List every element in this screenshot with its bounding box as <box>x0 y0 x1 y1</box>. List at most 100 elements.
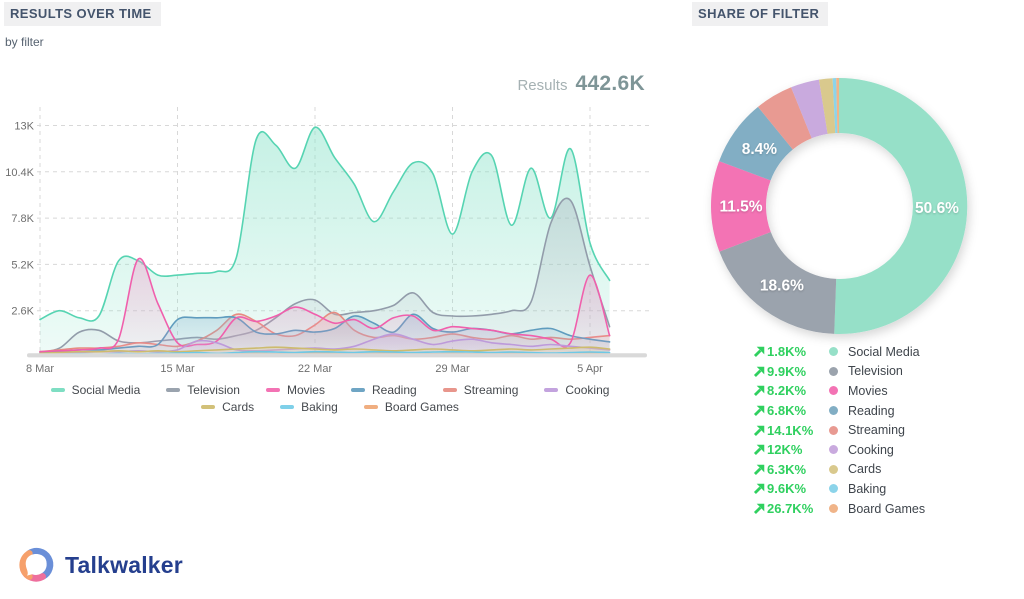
y-axis-label: 2.6K <box>11 306 34 318</box>
area-legend-item-baking[interactable]: Baking <box>280 400 338 414</box>
legend-color-dot <box>829 504 838 514</box>
donut-slice-baking[interactable] <box>832 78 838 134</box>
donut-slice-label: 50.6% <box>915 200 959 217</box>
series-area-television[interactable] <box>40 198 610 357</box>
legend-series-label: Baking <box>301 400 338 414</box>
trend-up-arrow-icon <box>753 425 765 436</box>
legend-delta-value: 12K% <box>767 442 803 458</box>
legend-series-label: Cards <box>848 462 882 477</box>
legend-delta-group: 1.8K% <box>753 344 829 359</box>
talkwalker-logo-icon <box>19 548 54 582</box>
results-over-time-subtitle: by filter <box>5 35 44 49</box>
legend-delta-group: 8.2K% <box>753 383 829 398</box>
trend-up-arrow-icon <box>753 464 765 475</box>
results-over-time-title: RESULTS OVER TIME <box>4 2 161 26</box>
trend-up-arrow-icon <box>753 405 765 417</box>
area-legend-item-cards[interactable]: Cards <box>201 400 254 414</box>
series-area-movies[interactable] <box>40 258 610 357</box>
results-total: Results 442.6K <box>340 72 645 96</box>
legend-series-label: Cooking <box>565 383 610 397</box>
donut-legend-row-streaming[interactable]: 14.1K% Streaming <box>753 420 925 440</box>
x-axis-label: 8 Mar <box>26 363 54 375</box>
legend-swatch <box>350 388 365 392</box>
y-axis-label: 10.4K <box>5 167 34 179</box>
legend-swatch <box>544 388 559 392</box>
legend-swatch <box>50 388 65 392</box>
legend-delta-group: 6.3K% <box>753 462 829 477</box>
legend-series-label: Movies <box>848 383 888 398</box>
legend-delta-value: 8.2K% <box>767 383 807 399</box>
legend-series-label: Social Media <box>71 383 141 397</box>
series-line-cards[interactable] <box>39 346 611 355</box>
share-of-filter-chart[interactable]: 50.6% 18.6% 11.5% 8.4% <box>699 64 979 348</box>
donut-slice-cooking[interactable] <box>791 79 828 139</box>
legend-delta-value: 6.3K% <box>767 461 807 477</box>
donut-slice-label: 11.5% <box>719 198 762 215</box>
series-line-movies[interactable] <box>39 257 611 353</box>
donut-slice-social-media[interactable] <box>834 77 968 334</box>
legend-series-label: Television <box>848 364 903 379</box>
donut-slice-reading[interactable] <box>719 106 793 181</box>
donut-slice-board-games[interactable] <box>836 77 839 133</box>
donut-slice-label: 8.4% <box>742 141 778 158</box>
legend-color-dot <box>829 445 838 455</box>
x-axis-label: 29 Mar <box>435 363 470 375</box>
series-area-social-media[interactable] <box>40 127 610 357</box>
legend-series-label: Streaming <box>848 423 905 438</box>
area-legend-item-reading[interactable]: Reading <box>350 383 417 397</box>
trend-up-arrow-icon <box>753 503 765 515</box>
x-axis-label: 22 Mar <box>298 363 333 375</box>
donut-legend-row-social-media[interactable]: 1.8K% Social Media <box>753 342 925 362</box>
legend-delta-group: 9.6K% <box>753 481 829 496</box>
share-of-filter-title: SHARE OF FILTER <box>692 2 829 26</box>
donut-legend-row-television[interactable]: 9.9K% Television <box>753 362 925 382</box>
area-legend-item-streaming[interactable]: Streaming <box>442 383 518 397</box>
donut-legend-row-reading[interactable]: 6.8K% Reading <box>753 401 925 421</box>
legend-swatch <box>363 405 378 409</box>
trend-up-arrow-icon <box>753 386 765 397</box>
legend-delta-value: 9.6K% <box>767 481 807 497</box>
y-axis-label: 13K <box>14 121 34 133</box>
donut-legend-row-board-games[interactable]: 26.7K% Board Games <box>753 499 925 519</box>
donut-slice-television[interactable] <box>719 232 837 334</box>
donut-legend-row-baking[interactable]: 9.6K% Baking <box>753 479 925 499</box>
donut-slice-movies[interactable] <box>710 161 771 252</box>
legend-delta-value: 14.1K% <box>767 422 814 438</box>
area-legend-item-cooking[interactable]: Cooking <box>544 383 609 397</box>
x-axis-label: 15 Mar <box>160 363 195 375</box>
donut-slice-streaming[interactable] <box>758 87 812 150</box>
legend-series-label: Baking <box>848 481 887 496</box>
area-legend-item-board-games[interactable]: Board Games <box>363 400 459 414</box>
donut-legend-row-cards[interactable]: 6.3K% Cards <box>753 460 925 480</box>
speech-bubble-shape <box>25 554 47 576</box>
brand-footer: Talkwalker <box>16 545 183 585</box>
legend-series-label: Cards <box>222 400 255 414</box>
legend-series-label: Television <box>187 383 240 397</box>
trend-up-arrow-icon <box>753 366 765 377</box>
area-legend-item-movies[interactable]: Movies <box>265 383 325 397</box>
legend-swatch <box>201 405 216 409</box>
legend-swatch <box>166 388 181 392</box>
area-legend-item-television[interactable]: Television <box>166 383 240 397</box>
legend-color-dot <box>829 464 838 474</box>
trend-up-arrow-icon <box>753 444 765 456</box>
trend-up-arrow-icon <box>753 347 765 358</box>
legend-series-label: Reading <box>848 403 895 418</box>
legend-color-dot <box>829 425 838 435</box>
area-legend-row: Social Media Television Movies Reading Strea… <box>50 383 609 397</box>
results-total-value: 442.6K <box>575 72 645 95</box>
results-over-time-chart[interactable]: 8 Mar 15 Mar 22 Mar 29 Mar 5 Apr 2.6K 5.2K 7.8K… <box>0 0 660 380</box>
legend-swatch <box>442 388 457 392</box>
area-legend-item-social-media[interactable]: Social Media <box>50 383 141 397</box>
donut-legend-row-movies[interactable]: 8.2K% Movies <box>753 381 925 401</box>
legend-swatch <box>280 405 295 409</box>
legend-swatch <box>265 388 280 392</box>
legend-color-dot <box>829 347 838 357</box>
legend-delta-group: 12K% <box>753 442 829 457</box>
donut-legend-row-cooking[interactable]: 12K% Cooking <box>753 440 925 460</box>
series-line-cooking[interactable] <box>39 333 611 356</box>
results-total-label: Results <box>517 77 568 94</box>
legend-series-label: Board Games <box>848 501 926 516</box>
legend-delta-group: 14.1K% <box>753 423 829 438</box>
donut-slice-cards[interactable] <box>819 78 836 134</box>
